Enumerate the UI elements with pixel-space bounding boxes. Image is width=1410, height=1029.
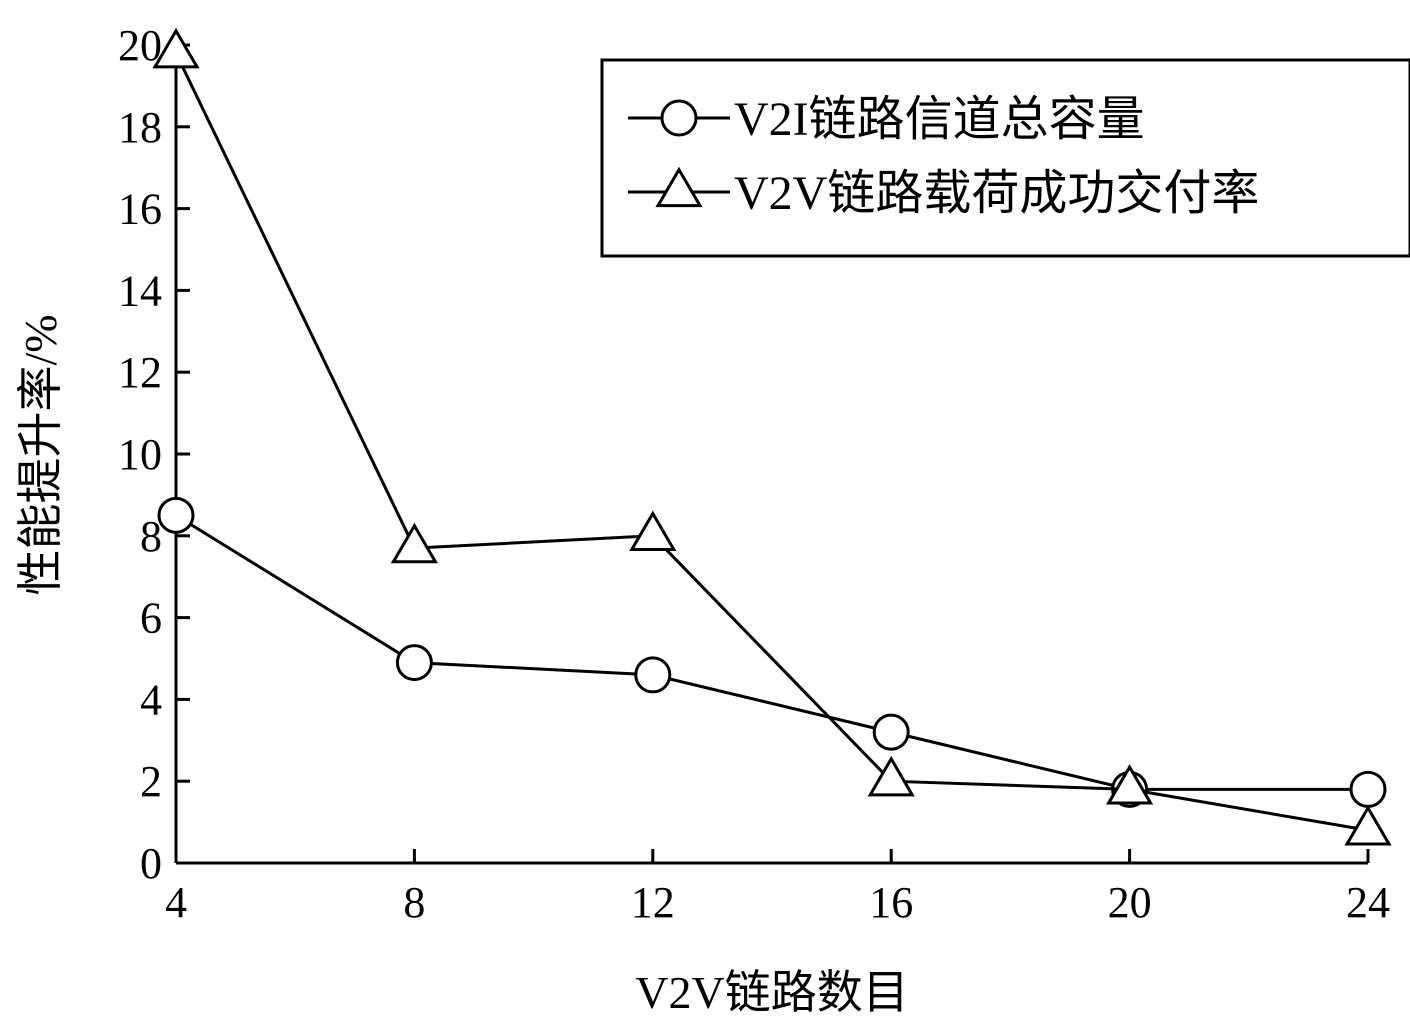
legend-item: V2V链路载荷成功交付率 [628, 166, 1259, 220]
y-tick-label: 6 [140, 594, 162, 643]
series-circle [157, 496, 1387, 808]
data-point-triangle [152, 27, 200, 69]
data-point-circle [872, 713, 910, 751]
legend-item: V2I链路信道总容量 [628, 93, 1145, 146]
y-tick-label: 0 [140, 839, 162, 888]
y-tick-label: 14 [118, 266, 162, 315]
x-tick-label: 24 [1346, 878, 1390, 927]
y-tick-label: 16 [118, 185, 162, 234]
data-point-triangle [867, 755, 915, 797]
y-ticks: 0 2 4 6 8 10 12 14 16 18 20 [118, 21, 190, 888]
x-tick-label: 4 [165, 878, 187, 927]
x-tick-label: 8 [403, 878, 425, 927]
x-tick-label: 20 [1108, 878, 1152, 927]
legend-label: V2V链路载荷成功交付率 [734, 167, 1259, 220]
legend-label: V2I链路信道总容量 [734, 93, 1145, 146]
data-point-triangle [390, 522, 439, 564]
y-tick-label: 10 [118, 430, 162, 479]
data-point-triangle [1105, 764, 1154, 805]
y-tick-label: 4 [140, 675, 162, 724]
series-triangle [152, 27, 1392, 846]
x-tick-label: 12 [631, 878, 675, 927]
y-tick-label: 2 [140, 757, 162, 806]
legend: V2I链路信道总容量 V2V链路载荷成功交付率 [600, 58, 1410, 258]
series-line [175, 514, 1368, 791]
data-point-circle [634, 656, 672, 694]
y-tick-label: 8 [140, 512, 162, 561]
legend-box [600, 58, 1410, 258]
y-tick-label: 18 [118, 103, 162, 152]
y-tick-label: 12 [118, 348, 162, 397]
plot-series [152, 27, 1392, 846]
legend-marker-circle [660, 99, 698, 137]
data-point-circle [1349, 770, 1387, 808]
series-line [174, 52, 1369, 832]
legend-marker-triangle [655, 166, 703, 208]
y-axis-title: 性能提升率/% [15, 314, 66, 595]
data-point-circle [157, 496, 195, 534]
data-point-triangle [629, 510, 677, 551]
data-point-circle [395, 644, 433, 682]
data-point-triangle [1344, 804, 1392, 846]
x-axis-title: V2V链路数目 [635, 967, 908, 1018]
y-tick-label: 20 [118, 21, 162, 70]
x-ticks: 4 8 12 16 20 24 [165, 849, 1390, 927]
x-tick-label: 16 [869, 878, 913, 927]
legend-items: V2I链路信道总容量 V2V链路载荷成功交付率 [628, 93, 1259, 220]
